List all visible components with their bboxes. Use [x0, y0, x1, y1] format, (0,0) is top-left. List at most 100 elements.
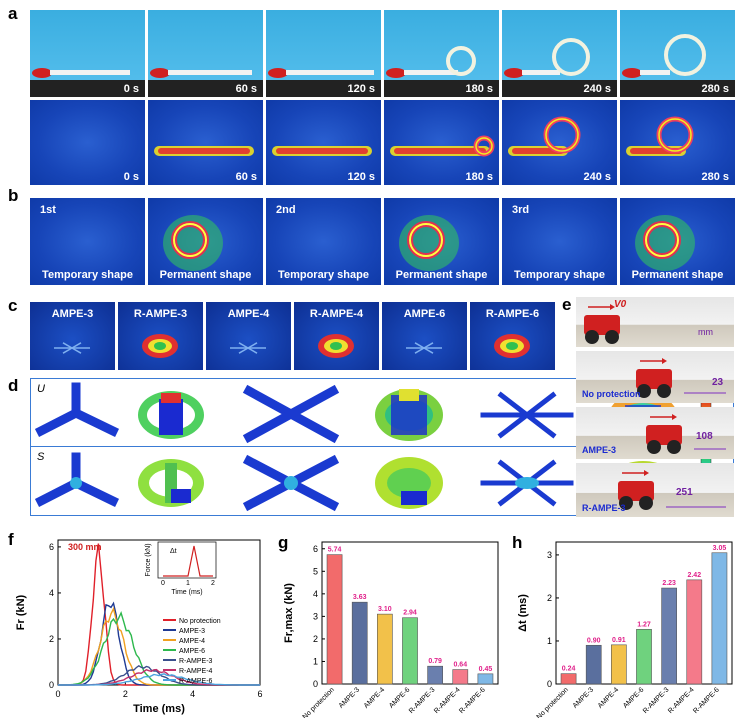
a-photo-base — [30, 80, 145, 97]
b-thermal-5: Permanent shape — [620, 198, 735, 285]
bar-1 — [351, 601, 368, 685]
panel-label-c: c — [8, 296, 18, 315]
bar-1 — [585, 644, 602, 685]
f-inset-curve — [163, 545, 213, 577]
f-legend-label: R-AMPE-3 — [179, 658, 213, 665]
bar-category-label: AMPE-4 — [597, 686, 620, 709]
f-ylabel: Fr (kN) — [15, 594, 27, 630]
f-legend-label: AMPE-3 — [179, 628, 205, 635]
a-photo-base — [266, 80, 381, 97]
a-photo-1: 60 s — [148, 10, 263, 97]
a-photo-base — [620, 80, 735, 97]
row-label-s: S — [37, 451, 45, 463]
panel-label-h: h — [512, 533, 523, 552]
bar-value-label: 0.24 — [562, 666, 576, 673]
bar-category-label: AMPE-6 — [622, 686, 645, 709]
a-photo-base — [502, 80, 617, 97]
a-photo-4: 240 s — [502, 10, 617, 97]
e-photo-1: 23 No protection — [576, 351, 734, 403]
bar-value-label: 0.45 — [479, 666, 493, 673]
bar-6 — [711, 552, 728, 685]
f-annotation: 300 mm — [68, 542, 102, 552]
bar-4 — [427, 665, 443, 685]
bar-5 — [452, 669, 469, 685]
bar-value-label: 2.94 — [403, 610, 417, 617]
bar-ytick-label: 4 — [313, 589, 318, 599]
chart-g: 0 1 2 3 4 5 6 Fr,max (kN) 5.74 No protection 3.63 A… — [283, 541, 499, 718]
bar-6 — [477, 673, 494, 685]
f-inset-xtick: 2 — [211, 580, 215, 587]
f-xtick-label: 6 — [257, 689, 262, 699]
f-legend-label: R-AMPE-4 — [179, 668, 213, 675]
velocity-label: V0 — [614, 299, 627, 310]
f-ytick-label: 0 — [49, 680, 54, 690]
bar-value-label: 0.64 — [453, 662, 467, 669]
a-thermal-4: 240 s — [502, 100, 617, 185]
a2-time-label: 180 s — [465, 171, 493, 183]
c-label: AMPE-6 — [403, 308, 446, 320]
f-inset-xtick: 1 — [186, 580, 190, 587]
bar-value-label: 0.90 — [587, 637, 601, 644]
bar-category-label: AMPE-3 — [572, 686, 595, 709]
e-distance: 251 — [676, 487, 693, 498]
u-star-3 — [34, 382, 120, 438]
bar-category-label: AMPE-4 — [363, 686, 386, 709]
s-dome-3 — [138, 459, 204, 507]
temporary-shape-label: Temporary shape — [514, 269, 605, 281]
e-label: AMPE-3 — [582, 445, 617, 455]
a-photo-base — [384, 80, 499, 97]
bar-value-label: 3.63 — [353, 594, 367, 601]
b-thermal-1: Permanent shape — [148, 198, 263, 285]
a2-time-label: 0 s — [123, 171, 139, 183]
bar-2 — [377, 613, 393, 685]
a-photo-2: 120 s — [266, 10, 381, 97]
a-time-label: 60 s — [235, 83, 257, 95]
bar-category-label: AMPE-6 — [388, 686, 411, 709]
bar-ytick-label: 3 — [313, 611, 318, 621]
unit-label: mm — [698, 327, 713, 337]
f-xtick-label: 2 — [123, 689, 128, 699]
bar-2 — [611, 644, 627, 685]
panel-label-f: f — [8, 530, 14, 549]
permanent-shape-label: Permanent shape — [631, 269, 724, 281]
c-label: AMPE-4 — [227, 308, 270, 320]
f-series-line — [58, 673, 260, 686]
a2-time-label: 280 s — [701, 171, 729, 183]
c-thermal-5: R-AMPE-6 — [470, 302, 555, 370]
f-ytick-label: 2 — [49, 634, 54, 644]
bar-ytick-label: 1 — [313, 656, 318, 666]
f-inset-frame — [157, 541, 217, 579]
c-label: R-AMPE-6 — [485, 308, 540, 320]
c-thermal-1: R-AMPE-3 — [118, 302, 203, 370]
bar-3 — [636, 629, 652, 685]
f-xtick-label: 0 — [55, 689, 60, 699]
chart-f: 0 2 4 6 0 2 4 6 Time (ms) Fr (kN) No protection AMP… — [15, 539, 263, 715]
bar-0 — [326, 554, 343, 685]
bar-category-label: No protection — [536, 686, 570, 718]
bar-value-label: 0.79 — [428, 658, 442, 665]
a-thermal-1: 60 s — [148, 100, 263, 185]
bar-category-label: R-AMPE-3 — [408, 686, 437, 715]
e-photo-0: V0 mm — [576, 297, 734, 347]
f-xlabel: Time (ms) — [133, 703, 185, 715]
bar-value-label: 2.23 — [662, 580, 676, 587]
u-dome-4 — [375, 389, 443, 441]
bar-ytick-label: 1 — [547, 636, 552, 646]
c-label: AMPE-3 — [51, 308, 94, 320]
a2-time-label: 60 s — [235, 171, 257, 183]
f-legend-label: R-AMPE-6 — [179, 678, 213, 685]
a-photo-0: 0 s — [30, 10, 145, 97]
u-dome-3 — [138, 391, 204, 439]
f-legend-label: No protection — [179, 618, 221, 625]
temporary-shape-label: Temporary shape — [278, 269, 369, 281]
bar-category-label: AMPE-3 — [338, 686, 361, 709]
a-photo-3: 180 s — [384, 10, 499, 97]
bar-3 — [402, 617, 418, 685]
f-inset-ylabel: Force (kN) — [145, 543, 152, 576]
permanent-shape-label: Permanent shape — [395, 269, 488, 281]
bar-ylabel: Fr,max (kN) — [283, 583, 295, 643]
a-time-label: 120 s — [347, 83, 375, 95]
a2-time-label: 240 s — [583, 171, 611, 183]
e-photo-3: 251 R-AMPE-3 — [576, 463, 734, 517]
c-label: R-AMPE-3 — [133, 308, 188, 320]
